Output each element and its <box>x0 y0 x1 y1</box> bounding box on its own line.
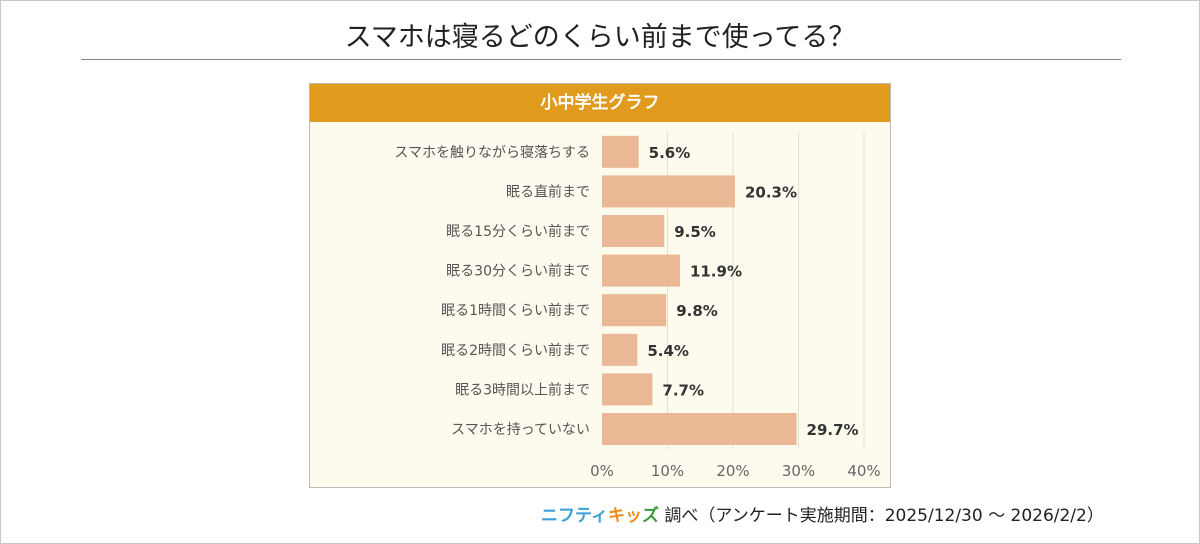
category-label: 眠る2時間くらい前まで <box>441 342 590 359</box>
x-tick-label: 20% <box>716 462 749 480</box>
bar <box>602 294 667 327</box>
page-title: スマホは寝るどのくらい前まで使ってる？ <box>344 22 856 53</box>
chart-panel: 小中学生グラフ 0% 10% 20% 30% 40% スマホを触りながら寝落ちする 5.6%… <box>309 83 891 488</box>
credit-line: ニフティキッズ 調べ（アンケート実施期間：2025/12/30 ～ 2026/2… <box>541 501 1104 526</box>
credit-text: 調べ（アンケート実施期間：2025/12/30 ～ 2026/2/2） <box>664 506 1104 526</box>
bar-chart: 0% 10% 20% 30% 40% スマホを触りながら寝落ちする 5.6% 眠る直前まで 20… <box>394 132 881 480</box>
data-label: 9.8% <box>676 302 718 320</box>
category-label: 眠る1時間くらい前まで <box>441 302 590 319</box>
bar <box>602 215 665 247</box>
x-tick-label: 40% <box>847 462 880 480</box>
data-label: 20.3% <box>745 183 797 201</box>
bar <box>602 413 797 445</box>
category-label: 眠る直前まで <box>506 183 590 200</box>
category-label: スマホを触りながら寝落ちする <box>394 144 590 161</box>
logo-kids-a: キッ <box>607 506 642 526</box>
bar <box>602 175 735 208</box>
category-label: 眠る30分くらい前まで <box>446 263 590 280</box>
title-divider <box>81 59 1121 60</box>
bar <box>602 333 638 366</box>
logo-kids-b: ズ <box>641 506 659 526</box>
category-label: 眠る15分くらい前まで <box>446 223 590 240</box>
x-tick-label: 10% <box>651 462 684 480</box>
logo-nifty: ニフティ <box>541 506 608 526</box>
chart-title: 小中学生グラフ <box>310 84 890 122</box>
data-label: 9.5% <box>674 223 716 241</box>
data-label: 11.9% <box>690 263 742 281</box>
category-label: スマホを持っていない <box>451 422 590 438</box>
data-label: 7.7% <box>662 381 704 399</box>
data-label: 29.7% <box>807 421 859 439</box>
bar <box>602 373 653 406</box>
bar <box>602 254 680 287</box>
x-tick-label: 30% <box>782 462 815 480</box>
category-label: 眠る3時間以上前まで <box>455 381 590 398</box>
x-tick-label: 0% <box>590 462 614 480</box>
data-label: 5.4% <box>647 342 689 360</box>
bar <box>602 135 639 168</box>
data-label: 5.6% <box>649 144 691 162</box>
